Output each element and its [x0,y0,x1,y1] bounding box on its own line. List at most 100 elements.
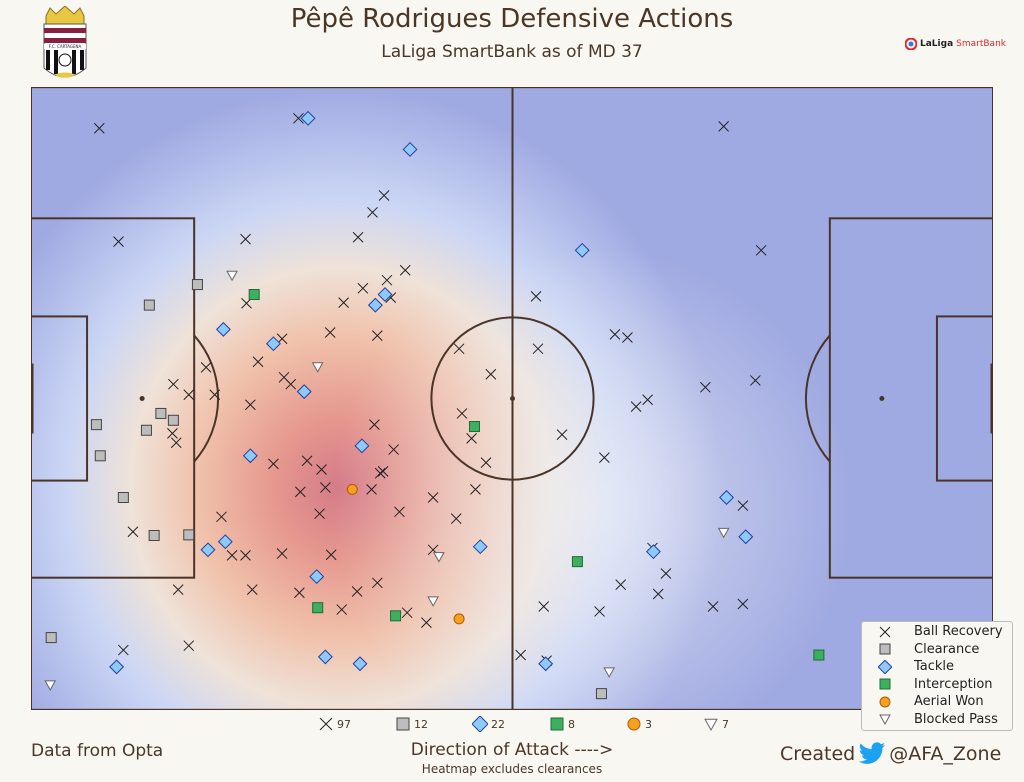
ball-recovery-point [336,604,348,615]
clearance-point [90,419,102,431]
clearance-point [94,450,106,462]
ball-recovery-point [615,579,627,591]
laliga-logo-icon [905,38,917,50]
ball-recovery-point [113,236,124,247]
ball-recovery-point [338,297,350,308]
svg-text:F.C. CARTAGENA: F.C. CARTAGENA [49,44,82,49]
tackle-point [352,656,368,672]
interception-icon [550,717,564,731]
legend-label: Ball Recovery [914,624,1003,640]
clearance-point [191,279,203,291]
ball-recovery-point [167,428,178,439]
tackle-point [367,297,383,313]
tackle-point [377,287,393,302]
ball-recovery-point [246,584,258,596]
ball-recovery-point [485,368,497,380]
count-value: 7 [722,717,729,731]
tackle-icon [472,716,488,732]
action-counts: 97 12 22 8 3 7 [318,716,780,732]
ball-recovery-point [450,513,462,525]
legend-item-clearance: Clearance [878,641,1012,659]
ball-recovery-point [377,465,389,477]
legend-item-blocked-pass: Blocked Pass [878,711,1012,729]
count-value: 3 [645,717,652,731]
interception-point [312,602,324,614]
ball-recovery-point [200,362,212,373]
tackle-point [719,490,734,505]
tackle-point [215,321,231,337]
interception-point [813,649,825,661]
ball-recovery-point [117,644,129,656]
ball-recovery-point [374,467,386,479]
ball-recovery-point [240,233,251,245]
clearance-point [143,299,155,311]
tackle-point [296,384,312,400]
tackle-point [109,659,125,675]
ball-recovery-point [515,649,527,661]
laliga-smartbank-logo: LaLiga SmartBank [905,38,1006,50]
tackle-point [538,656,554,672]
clearance-point [148,529,160,541]
ball-recovery-point [324,327,336,338]
ball-recovery-point [226,550,238,561]
ball-recovery-point [127,526,139,538]
ball-recovery-point [351,586,363,597]
clearance-point [595,688,607,700]
ball-recovery-point [371,330,383,341]
ball-recovery-point [170,437,182,449]
clearance-point [155,407,167,419]
ball-recovery-point [252,356,264,368]
blocked-pass-point [226,270,238,282]
ball-recovery-point [401,607,413,619]
count-value: 22 [491,717,505,731]
interception-marker [550,717,564,731]
ball-recovery-point [369,419,380,431]
ball-recovery-point [381,274,393,286]
blocked-pass-icon [704,718,718,732]
ball-recovery-point [456,408,468,419]
tackle-legend-icon [878,659,892,674]
data-source: Data from Opta [31,741,164,761]
legend-label: Interception [914,676,993,692]
ball-recovery-point [388,444,400,455]
clearance-point [140,424,152,436]
ball-recovery-point [314,508,325,520]
ball-recovery-point [622,332,633,343]
ball-recovery-point [737,500,749,511]
ball-recovery-point [268,458,279,470]
tackle-point [200,542,216,558]
tackle-point [242,448,258,464]
ball-recovery-point [652,588,664,600]
interception-legend-icon [879,678,891,690]
fc-cartagena-crest-logo: F.C. CARTAGENA [43,6,87,78]
tackle-point [574,242,590,258]
ball-recovery-point [316,464,327,475]
ball-recovery-point [598,452,610,464]
laliga-logo-text: LaLiga [920,39,954,49]
smartbank-logo-text: SmartBank [956,39,1006,49]
ball-recovery-point [325,549,337,561]
tackle-point [402,141,418,157]
chart-title: Pêpê Rodrigues Defensive Actions [290,4,734,34]
ball-recovery-point [285,378,297,390]
interception-point [248,289,260,301]
ball-recovery-point [172,584,184,596]
ball-recovery-point [378,190,390,201]
ball-recovery-point [421,617,432,629]
clearance-point [183,529,195,541]
ball-recovery-point [750,375,761,386]
tackle-point [472,539,488,555]
ball-recovery-point [538,601,550,612]
ball-recovery-point [480,457,492,468]
count-aerial-won: 3 [626,716,703,732]
aerial-won-marker [627,717,641,731]
credit-prefix: Created [780,743,856,765]
ball-recovery-point [609,329,621,340]
heatmap-note: Heatmap excludes clearances [421,762,603,776]
legend-item-aerial-won: Aerial Won [878,693,1012,711]
ball-recovery-icon [319,717,333,731]
clearance-legend-marker [879,643,891,655]
ball-recovery-point [532,343,544,355]
blocked-pass-point [311,362,324,373]
count-blocked-pass: 7 [703,716,780,732]
